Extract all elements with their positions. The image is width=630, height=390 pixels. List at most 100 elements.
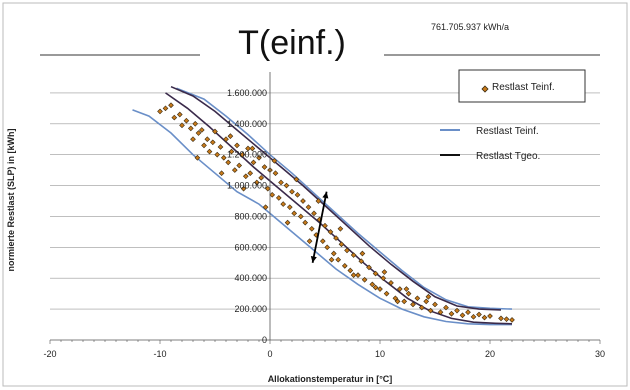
data-point [319, 238, 326, 244]
series-line-tgeo-upper [170, 85, 502, 311]
data-point [280, 201, 287, 207]
data-point [425, 293, 432, 300]
data-point [396, 286, 403, 292]
data-point [253, 179, 260, 186]
data-point [271, 158, 278, 164]
data-point [250, 159, 257, 166]
data-point [341, 263, 348, 269]
y-tick-label: 800.000 [234, 211, 267, 221]
data-point [225, 159, 232, 166]
data-point [220, 154, 227, 161]
data-point [201, 142, 207, 149]
data-point [275, 195, 282, 201]
data-point [261, 164, 268, 170]
data-point [481, 314, 488, 321]
legend-label-band: Restlast Teinf. [476, 126, 539, 137]
data-point [306, 238, 313, 244]
data-point [284, 219, 291, 226]
data-point [476, 311, 482, 318]
data-point [383, 290, 390, 297]
data-point [190, 136, 196, 143]
data-point [401, 298, 408, 305]
data-point [278, 179, 284, 186]
y-tick-label: 1.000.000 [227, 181, 267, 191]
data-point [176, 111, 183, 118]
data-point [366, 264, 372, 271]
data-point [372, 270, 379, 277]
data-point [423, 298, 430, 305]
data-point [236, 162, 243, 169]
data-point [192, 120, 199, 127]
data-point [162, 105, 169, 112]
legend-marker-scatter [481, 85, 489, 93]
data-point [359, 250, 366, 257]
data-point [503, 316, 510, 322]
series-line-band-upper [176, 87, 513, 310]
data-point [432, 301, 438, 308]
axes [49, 72, 601, 344]
arrow-head-top [322, 191, 329, 199]
data-point [228, 148, 235, 155]
data-point [294, 191, 301, 198]
y-tick-label: 200.000 [234, 304, 267, 314]
data-point [459, 312, 466, 319]
data-point [338, 241, 345, 248]
x-tick-label: 0 [267, 349, 272, 359]
data-point [358, 258, 365, 265]
series-line-band-lower [132, 109, 512, 326]
x-axis-title: Allokationstemperatur in [°C] [268, 374, 393, 384]
data-point [157, 108, 163, 115]
data-point [242, 173, 249, 180]
data-point [381, 269, 388, 275]
data-point [297, 213, 304, 220]
data-point [394, 298, 401, 305]
data-point [258, 175, 265, 181]
data-point [223, 136, 229, 143]
data-point [308, 225, 315, 232]
data-point [283, 182, 290, 189]
data-point [291, 210, 298, 217]
data-point [245, 145, 251, 152]
data-point [212, 128, 218, 135]
data-point [350, 272, 357, 278]
data-point [327, 229, 334, 235]
data-point [377, 286, 383, 292]
data-point [227, 133, 234, 139]
data-point [414, 295, 421, 302]
data-point [392, 295, 399, 302]
x-tick-label: -20 [43, 349, 56, 359]
data-point [324, 244, 331, 251]
data-point [187, 125, 194, 132]
data-point [403, 286, 410, 292]
legend-box-scatter [458, 69, 586, 103]
data-point [195, 130, 202, 136]
ticks: 0 200.000 400.000 600.000 800.000 1.000.000 1.… [43, 88, 605, 359]
data-point [443, 304, 449, 311]
legend-label-tgeo: Restlast Tgeo. [476, 151, 540, 162]
data-point [209, 139, 216, 146]
y-tick-label: 600.000 [234, 242, 267, 252]
data-point [330, 250, 337, 257]
plot-area [132, 85, 515, 326]
data-point [347, 267, 354, 274]
data-point [454, 307, 460, 314]
data-point [262, 204, 269, 211]
data-point [249, 145, 256, 152]
y-tick-label: 1.200.000 [227, 150, 267, 160]
data-point [315, 198, 322, 204]
data-point [509, 317, 515, 323]
data-point [206, 148, 213, 155]
x-tick-label: 20 [485, 349, 495, 359]
data-point [335, 256, 342, 263]
data-point [328, 256, 335, 263]
data-point [369, 281, 376, 288]
data-point [171, 114, 178, 121]
data-point [214, 151, 221, 158]
data-point [234, 142, 240, 149]
chart-title: T(einf.) [238, 24, 346, 62]
data-point [388, 280, 394, 286]
data-point [311, 210, 317, 217]
data-point [239, 151, 246, 158]
data-point [247, 170, 254, 177]
